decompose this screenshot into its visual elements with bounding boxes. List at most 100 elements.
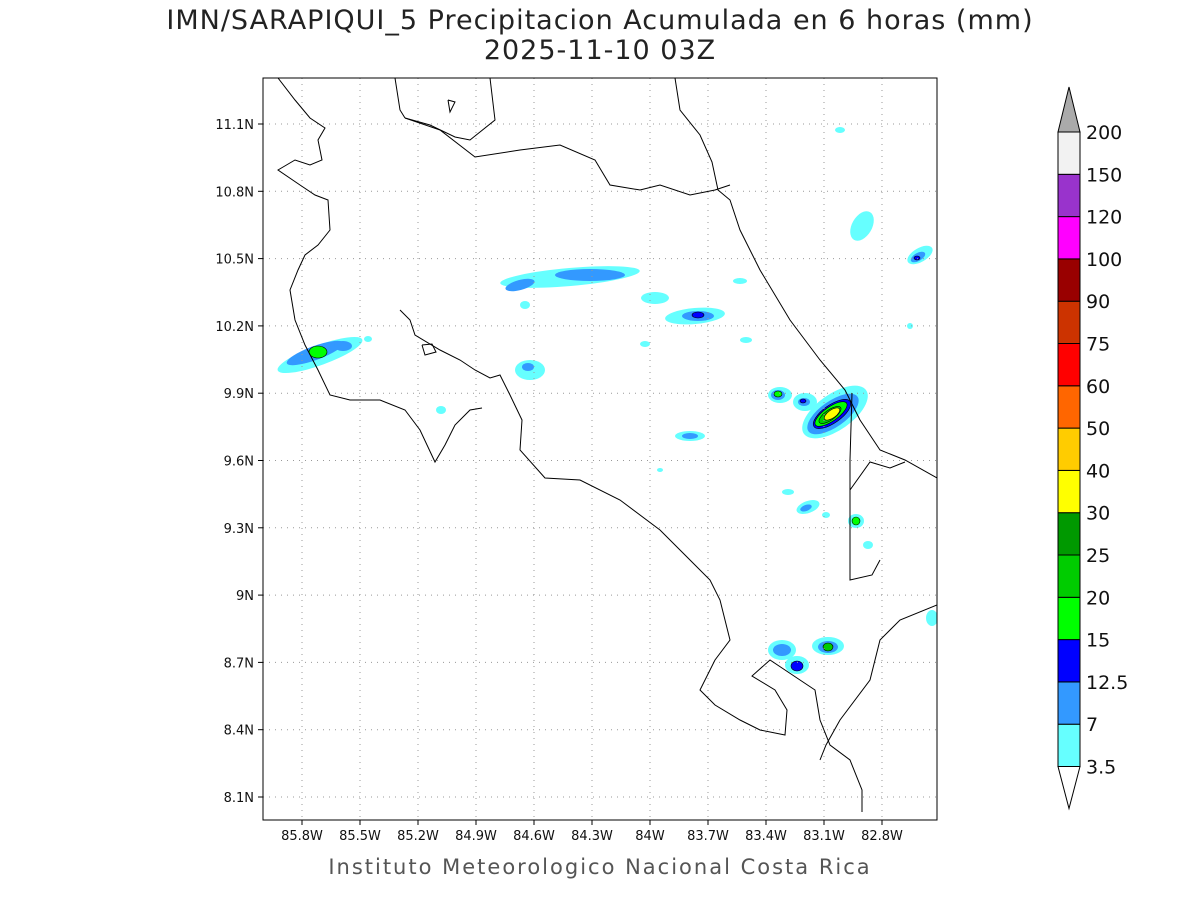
lon-tick-label: 85.5W: [339, 829, 381, 844]
colorbar-swatch: [1057, 173, 1081, 218]
colorbar-swatch: [1057, 131, 1081, 175]
colorbar-swatch: [1057, 554, 1081, 598]
lon-tick-label: 84.9W: [455, 829, 497, 844]
lat-tick-label: 8.1N: [224, 791, 254, 806]
colorbar-label: 30: [1086, 503, 1110, 525]
coastline: [404, 117, 731, 196]
colorbar-label: 75: [1086, 334, 1110, 356]
lat-tick-label: 9N: [236, 589, 254, 604]
coastline: [849, 392, 881, 581]
precip-contour: [640, 341, 650, 347]
map-frame: [262, 77, 938, 821]
colorbar-swatch: [1057, 343, 1081, 387]
lon-tick-label: 83.1W: [803, 829, 845, 844]
colorbar-swatch: [1057, 596, 1081, 641]
lat-tick-label: 8.7N: [224, 656, 254, 671]
lon-tick-label: 83.4W: [745, 829, 787, 844]
precip-contour: [364, 336, 372, 342]
colorbar-label: 25: [1086, 545, 1110, 567]
lon-tick-label: 85.8W: [281, 829, 323, 844]
precip-contour: [522, 363, 534, 371]
precip-contour: [926, 610, 937, 626]
lat-tick-label: 9.9N: [224, 387, 254, 402]
precip-contour: [520, 301, 530, 309]
lon-tick-label: 83.7W: [687, 829, 729, 844]
precip-contour: [863, 541, 873, 549]
precip-contour: [773, 390, 783, 398]
precip-contour: [850, 211, 874, 241]
colorbar-swatch: [1057, 427, 1081, 471]
precip-contour: [436, 406, 446, 414]
coastline: [819, 604, 937, 761]
coastline: [404, 78, 496, 141]
precip-contour: [907, 323, 913, 329]
map-title: IMN/SARAPIQUI_5 Precipitacion Acumulada …: [166, 5, 1034, 36]
colorbar-swatch: [1057, 216, 1081, 260]
precip-contour: [641, 292, 669, 304]
precip-contour: [822, 512, 830, 518]
lon-tick-label: 84.3W: [571, 829, 613, 844]
precip-contour: [799, 398, 807, 404]
colorbar-label: 90: [1086, 291, 1110, 313]
lat-tick-label: 10.8N: [215, 185, 254, 200]
precip-contour: [782, 489, 794, 495]
colorbar-swatch: [1057, 258, 1081, 302]
colorbar-label: 60: [1086, 376, 1110, 398]
precip-contour: [740, 337, 752, 343]
colorbar-min-arrow: [1057, 766, 1081, 811]
precip-contour: [505, 278, 535, 292]
coastline: [399, 309, 863, 812]
lat-tick-label: 10.5N: [215, 253, 254, 268]
colorbar-swatch: [1057, 385, 1081, 429]
lat-tick-label: 9.6N: [224, 454, 254, 469]
colorbar-swatch: [1057, 639, 1081, 683]
colorbar-label: 120: [1086, 207, 1122, 229]
coastline: [277, 78, 483, 464]
lon-tick-label: 82.8W: [861, 829, 903, 844]
precip-contour: [657, 468, 663, 472]
precip-contour: [790, 660, 804, 672]
colorbar-label: 7: [1086, 714, 1098, 736]
coastline: [421, 343, 437, 356]
precip-contour: [773, 644, 791, 656]
lon-tick-label: 84.6W: [513, 829, 555, 844]
precip-contour: [334, 341, 352, 351]
precip-contour: [913, 255, 921, 261]
colorbar-label: 15: [1086, 630, 1110, 652]
lat-tick-label: 11.1N: [215, 118, 254, 133]
colorbar-swatch: [1057, 512, 1081, 556]
coastline: [394, 78, 406, 119]
coastline: [849, 461, 906, 491]
colorbar-max-arrow: [1057, 86, 1081, 133]
precip-contour: [691, 311, 705, 319]
credit-text: Instituto Meteorologico Nacional Costa R…: [328, 855, 872, 879]
precip-contour: [822, 642, 834, 652]
lat-tick-label: 8.4N: [224, 724, 254, 739]
precip-contour: [823, 407, 841, 421]
precip-contour: [733, 278, 747, 284]
colorbar-swatch: [1057, 723, 1081, 768]
precip-contour: [555, 269, 625, 281]
precip-contour: [800, 504, 812, 512]
colorbar-label: 50: [1086, 418, 1110, 440]
precip-contour: [835, 127, 845, 133]
colorbar-swatch: [1057, 681, 1081, 725]
precip-contour: [682, 433, 698, 439]
map-area: [263, 78, 937, 820]
precip-contour: [308, 345, 328, 359]
colorbar-swatch: [1057, 300, 1081, 345]
colorbar-label: 150: [1086, 164, 1122, 186]
lat-tick-label: 9.3N: [224, 522, 254, 537]
colorbar-label: 200: [1086, 122, 1122, 144]
lon-tick-label: 85.2W: [397, 829, 439, 844]
lat-tick-label: 10.2N: [215, 320, 254, 335]
lon-tick-label: 84W: [635, 829, 665, 844]
colorbar: 3.5 7 12.5 15 20 25 30 40 50 60 75 90 100 120 150 200: [1057, 86, 1128, 811]
colorbar-label: 20: [1086, 587, 1110, 609]
coastline: [447, 99, 456, 114]
precip-contour: [851, 516, 861, 526]
colorbar-label: 3.5: [1086, 757, 1116, 779]
coastline: [674, 78, 937, 479]
colorbar-label: 12.5: [1086, 672, 1128, 694]
